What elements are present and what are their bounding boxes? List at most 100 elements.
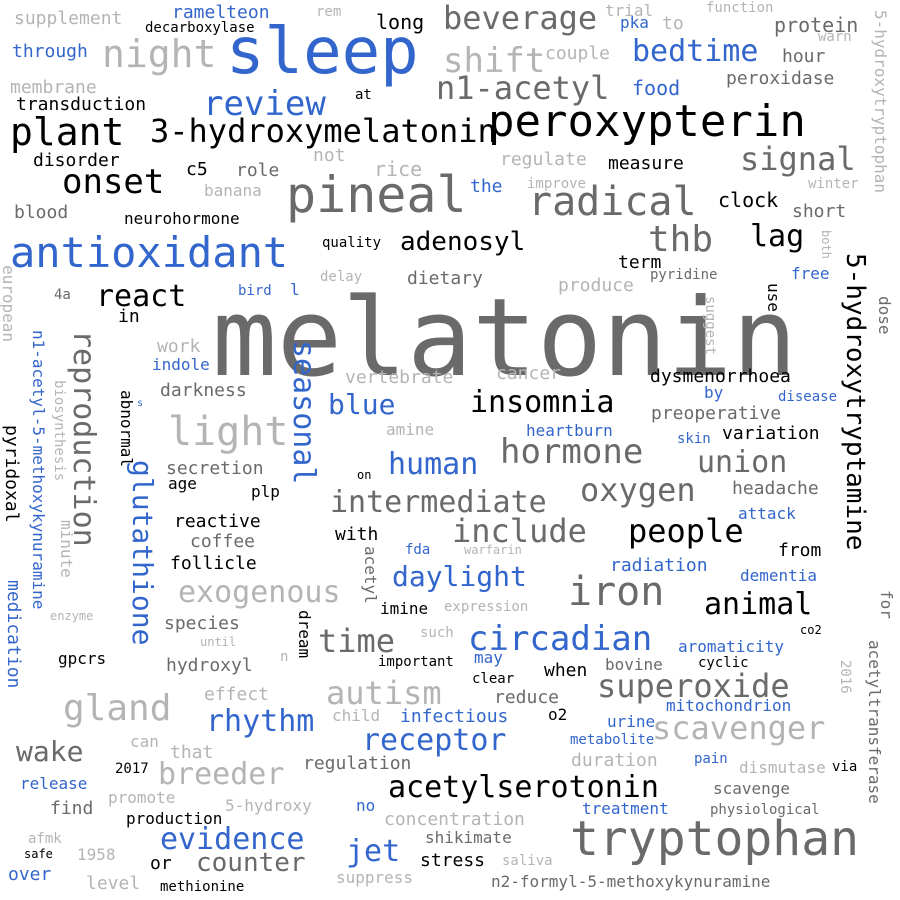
word-2016: 2016 <box>837 660 853 694</box>
word-radical: radical <box>528 179 697 225</box>
word-hour: hour <box>782 46 826 67</box>
word-european: european <box>0 265 18 343</box>
word-pineal: pineal <box>286 166 467 224</box>
word-both: both <box>819 230 833 259</box>
word-wake: wake <box>16 735 84 768</box>
word-5-hydroxytryptamine: 5-hydroxytryptamine <box>840 253 870 551</box>
word-evidence: evidence <box>160 822 305 857</box>
word-disease: disease <box>778 389 838 405</box>
word-dysmenorrhoea: dysmenorrhoea <box>650 366 791 387</box>
word-acetyltransferase: acetyltransferase <box>865 640 884 804</box>
word-autism: autism <box>326 674 442 712</box>
word-concentration: concentration <box>384 809 525 830</box>
word-effect: effect <box>204 684 270 705</box>
word-receptor: receptor <box>362 723 507 758</box>
word-sleep: sleep <box>226 15 419 89</box>
word-skin: skin <box>677 431 711 447</box>
word-s: s <box>137 398 144 409</box>
word-safe: safe <box>24 847 53 861</box>
word-medication: medication <box>3 580 24 689</box>
word-time: time <box>318 622 396 660</box>
word-banana: banana <box>204 181 262 200</box>
word-when: when <box>544 660 588 681</box>
word-reduce: reduce <box>494 687 560 708</box>
word-cancer: cancer <box>496 363 562 384</box>
word-term: term <box>618 252 662 273</box>
word-from: from <box>778 540 822 561</box>
word-gland: gland <box>63 688 172 729</box>
word-exogenous: exogenous <box>178 575 341 610</box>
word-n2-formyl-5-methoxykynuramine: n2-formyl-5-methoxykynuramine <box>491 872 771 891</box>
word-biosynthesis: biosynthesis <box>51 380 67 482</box>
word-hydroxyl: hydroxyl <box>166 655 253 676</box>
word-rice: rice <box>374 157 423 181</box>
word-can: can <box>130 732 159 751</box>
word-promote: promote <box>108 788 176 807</box>
word-onset: onset <box>62 162 165 202</box>
word-follicle: follicle <box>170 553 257 574</box>
word-use: use <box>764 283 783 312</box>
word-darkness: darkness <box>160 380 247 401</box>
word-o2: o2 <box>548 705 568 724</box>
word-seasonal: seasonal <box>286 340 321 485</box>
word-variation: variation <box>722 423 820 444</box>
word-via: via <box>832 759 858 775</box>
word-stress: stress <box>420 850 486 871</box>
word-release: release <box>20 774 88 793</box>
word-regulation: regulation <box>303 753 412 774</box>
word-the: the <box>470 176 503 197</box>
word-for: for <box>877 590 896 619</box>
word-protein: protein <box>774 13 859 37</box>
word-bovine: bovine <box>605 655 663 674</box>
word-indole: indole <box>152 355 210 374</box>
word-glutathione: glutathione <box>126 460 159 646</box>
word-suggest: suggest <box>702 296 718 356</box>
word-breeder: breeder <box>158 757 285 792</box>
word-people: people <box>628 512 744 550</box>
word-dose: dose <box>875 296 894 335</box>
word-food: food <box>632 76 681 100</box>
word-blue: blue <box>328 388 396 421</box>
word-trial: trial <box>605 1 654 20</box>
word-co2: co2 <box>800 623 822 637</box>
word-measure: measure <box>608 153 684 174</box>
word-2017: 2017 <box>115 761 149 777</box>
word-dietary: dietary <box>407 268 483 289</box>
word-mitochondrion: mitochondrion <box>666 696 792 715</box>
word-bird: bird <box>238 283 272 299</box>
word-pka: pka <box>620 13 649 32</box>
word-dementia: dementia <box>740 566 818 585</box>
word-couple: couple <box>545 43 611 64</box>
word-intermediate: intermediate <box>330 485 547 520</box>
word-thb: thb <box>648 219 714 260</box>
word-suppress: suppress <box>336 868 414 887</box>
word-headache: headache <box>732 478 819 499</box>
word-age: age <box>168 474 197 493</box>
word-shikimate: shikimate <box>425 828 512 847</box>
word-or: or <box>150 853 172 874</box>
word-review: review <box>203 84 326 124</box>
word-pain: pain <box>694 751 728 767</box>
word-important: important <box>378 654 454 670</box>
word-shift: shift <box>443 41 546 81</box>
word-radiation: radiation <box>610 555 708 576</box>
word-regulate: regulate <box>500 149 587 170</box>
word-heartburn: heartburn <box>526 421 613 440</box>
word-dismutase: dismutase <box>739 758 826 777</box>
word-delay: delay <box>320 269 363 285</box>
word-warfarin: warfarin <box>464 543 522 557</box>
word-pyridoxal: pyridoxal <box>1 425 22 523</box>
word-blood: blood <box>14 202 69 223</box>
word-night: night <box>102 32 217 76</box>
word-may: may <box>474 648 503 667</box>
word-scavenger: scavenger <box>652 709 826 747</box>
word-peroxidase: peroxidase <box>726 68 835 89</box>
word-plant: plant <box>10 110 125 154</box>
word-transduction: transduction <box>16 94 147 115</box>
word-dream: dream <box>295 610 314 659</box>
word-find: find <box>50 798 94 819</box>
word-not: not <box>313 145 346 166</box>
word-n1-acetyl: n1-acetyl <box>436 69 610 107</box>
word-counter: counter <box>196 848 306 878</box>
